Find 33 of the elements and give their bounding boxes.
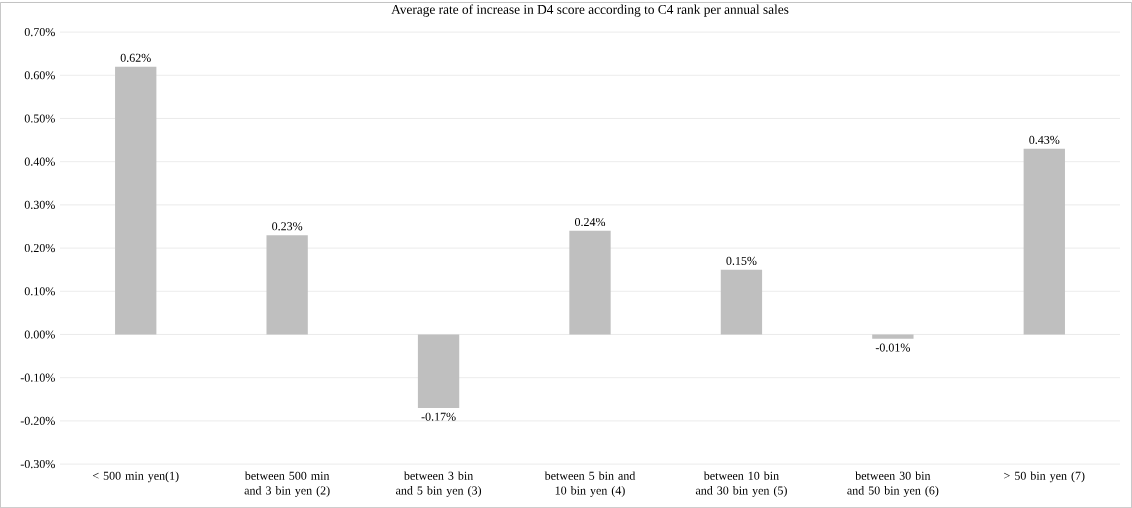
x-tick-label: > 50 bin yen (7) (1004, 471, 1085, 483)
data-label: 0.43% (1029, 135, 1060, 144)
y-tick-label: 0.40% (24, 157, 55, 166)
bar (1023, 148, 1065, 335)
y-tick-label: 0.70% (24, 27, 55, 37)
bar (266, 235, 308, 335)
bar (569, 230, 611, 335)
bar (115, 66, 157, 335)
data-label: 0.15% (726, 256, 757, 265)
x-tick-label: between 10 bin and 30 bin yen (5) (695, 471, 787, 497)
data-label: -0.17% (421, 412, 456, 421)
y-tick-label: 0.20% (24, 243, 55, 253)
y-tick-label: 0.30% (24, 200, 55, 209)
y-tick-label: -0.20% (20, 416, 55, 425)
y-tick-label: -0.30% (20, 459, 55, 469)
y-tick-label: -0.10% (20, 373, 55, 382)
y-tick-label: 0.60% (24, 71, 55, 80)
x-tick-label: between 30 bin and 50 bin yen (6) (847, 471, 939, 497)
data-label: 0.62% (120, 53, 151, 62)
bar (417, 334, 460, 408)
chart-title: Average rate of increase in D4 score according to C4 rank per annual sales (391, 4, 789, 17)
data-label: 0.23% (272, 222, 303, 231)
bar (872, 334, 914, 339)
data-label: -0.01% (875, 343, 910, 352)
data-label: 0.24% (574, 217, 606, 227)
y-tick-label: 0.10% (24, 287, 55, 296)
x-tick-label: between 5 bin and 10 bin yen (4) (544, 471, 636, 497)
x-tick-label: between 500 min and 3 bin yen (2) (244, 471, 330, 497)
y-tick-label: 0.00% (24, 330, 55, 339)
x-tick-label: between 3 bin and 5 bin yen (3) (396, 471, 482, 497)
x-tick-label: < 500 min yen(1) (92, 471, 179, 483)
y-tick-label: 0.50% (24, 114, 55, 123)
bar (720, 269, 763, 335)
